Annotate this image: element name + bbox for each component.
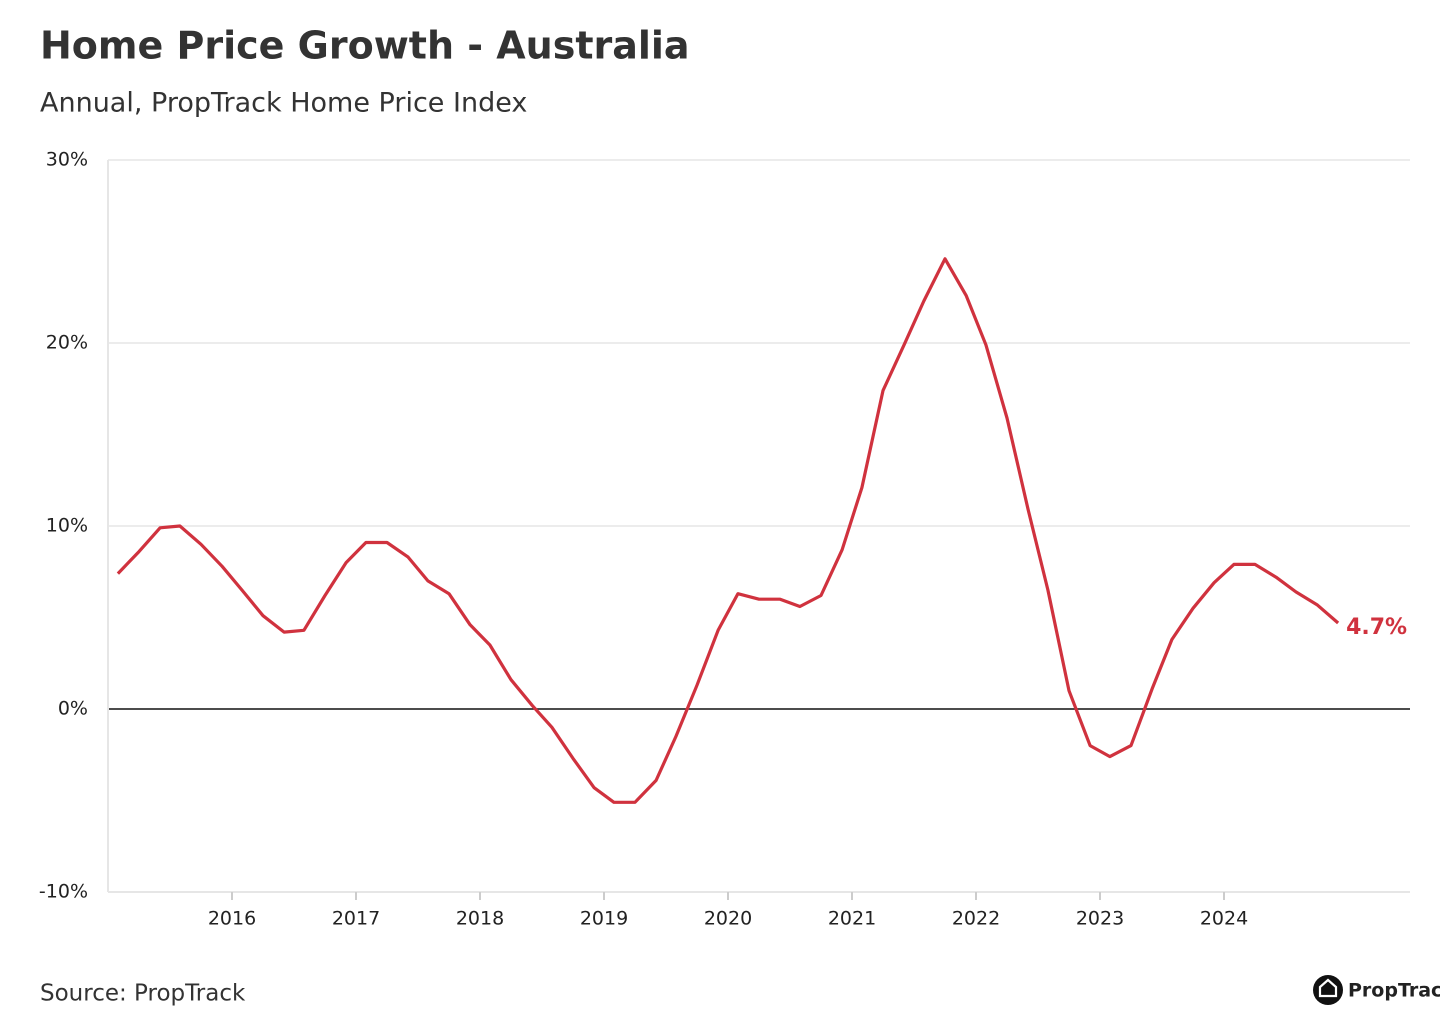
x-tick-label: 2019 <box>580 908 628 930</box>
y-tick-label: 30% <box>46 149 88 171</box>
x-tick-label: 2023 <box>1076 908 1124 930</box>
y-tick-label: -10% <box>39 881 88 903</box>
chart-subtitle: Annual, PropTrack Home Price Index <box>40 88 527 119</box>
x-tick-label: 2021 <box>828 908 876 930</box>
logo-circle <box>1313 975 1343 1005</box>
x-tick-label: 2018 <box>456 908 504 930</box>
logo-house <box>1318 978 1338 998</box>
x-tick-label: 2022 <box>952 908 1000 930</box>
y-tick-label: 20% <box>46 332 88 354</box>
x-tick-label: 2020 <box>704 908 752 930</box>
chart-title: Home Price Growth - Australia <box>40 24 690 68</box>
y-tick-label: 10% <box>46 515 88 537</box>
x-tick-label: 2024 <box>1200 908 1248 930</box>
brand-name: PropTrack <box>1348 980 1440 1002</box>
x-tick-label: 2016 <box>208 908 256 930</box>
x-tick-label: 2017 <box>332 908 380 930</box>
brand-logo: PropTrack <box>1313 975 1440 1005</box>
y-tick-label: 0% <box>58 698 88 720</box>
source-note: Source: PropTrack <box>40 981 246 1007</box>
end-label: 4.7% <box>1346 615 1407 640</box>
series-line <box>116 257 1340 804</box>
